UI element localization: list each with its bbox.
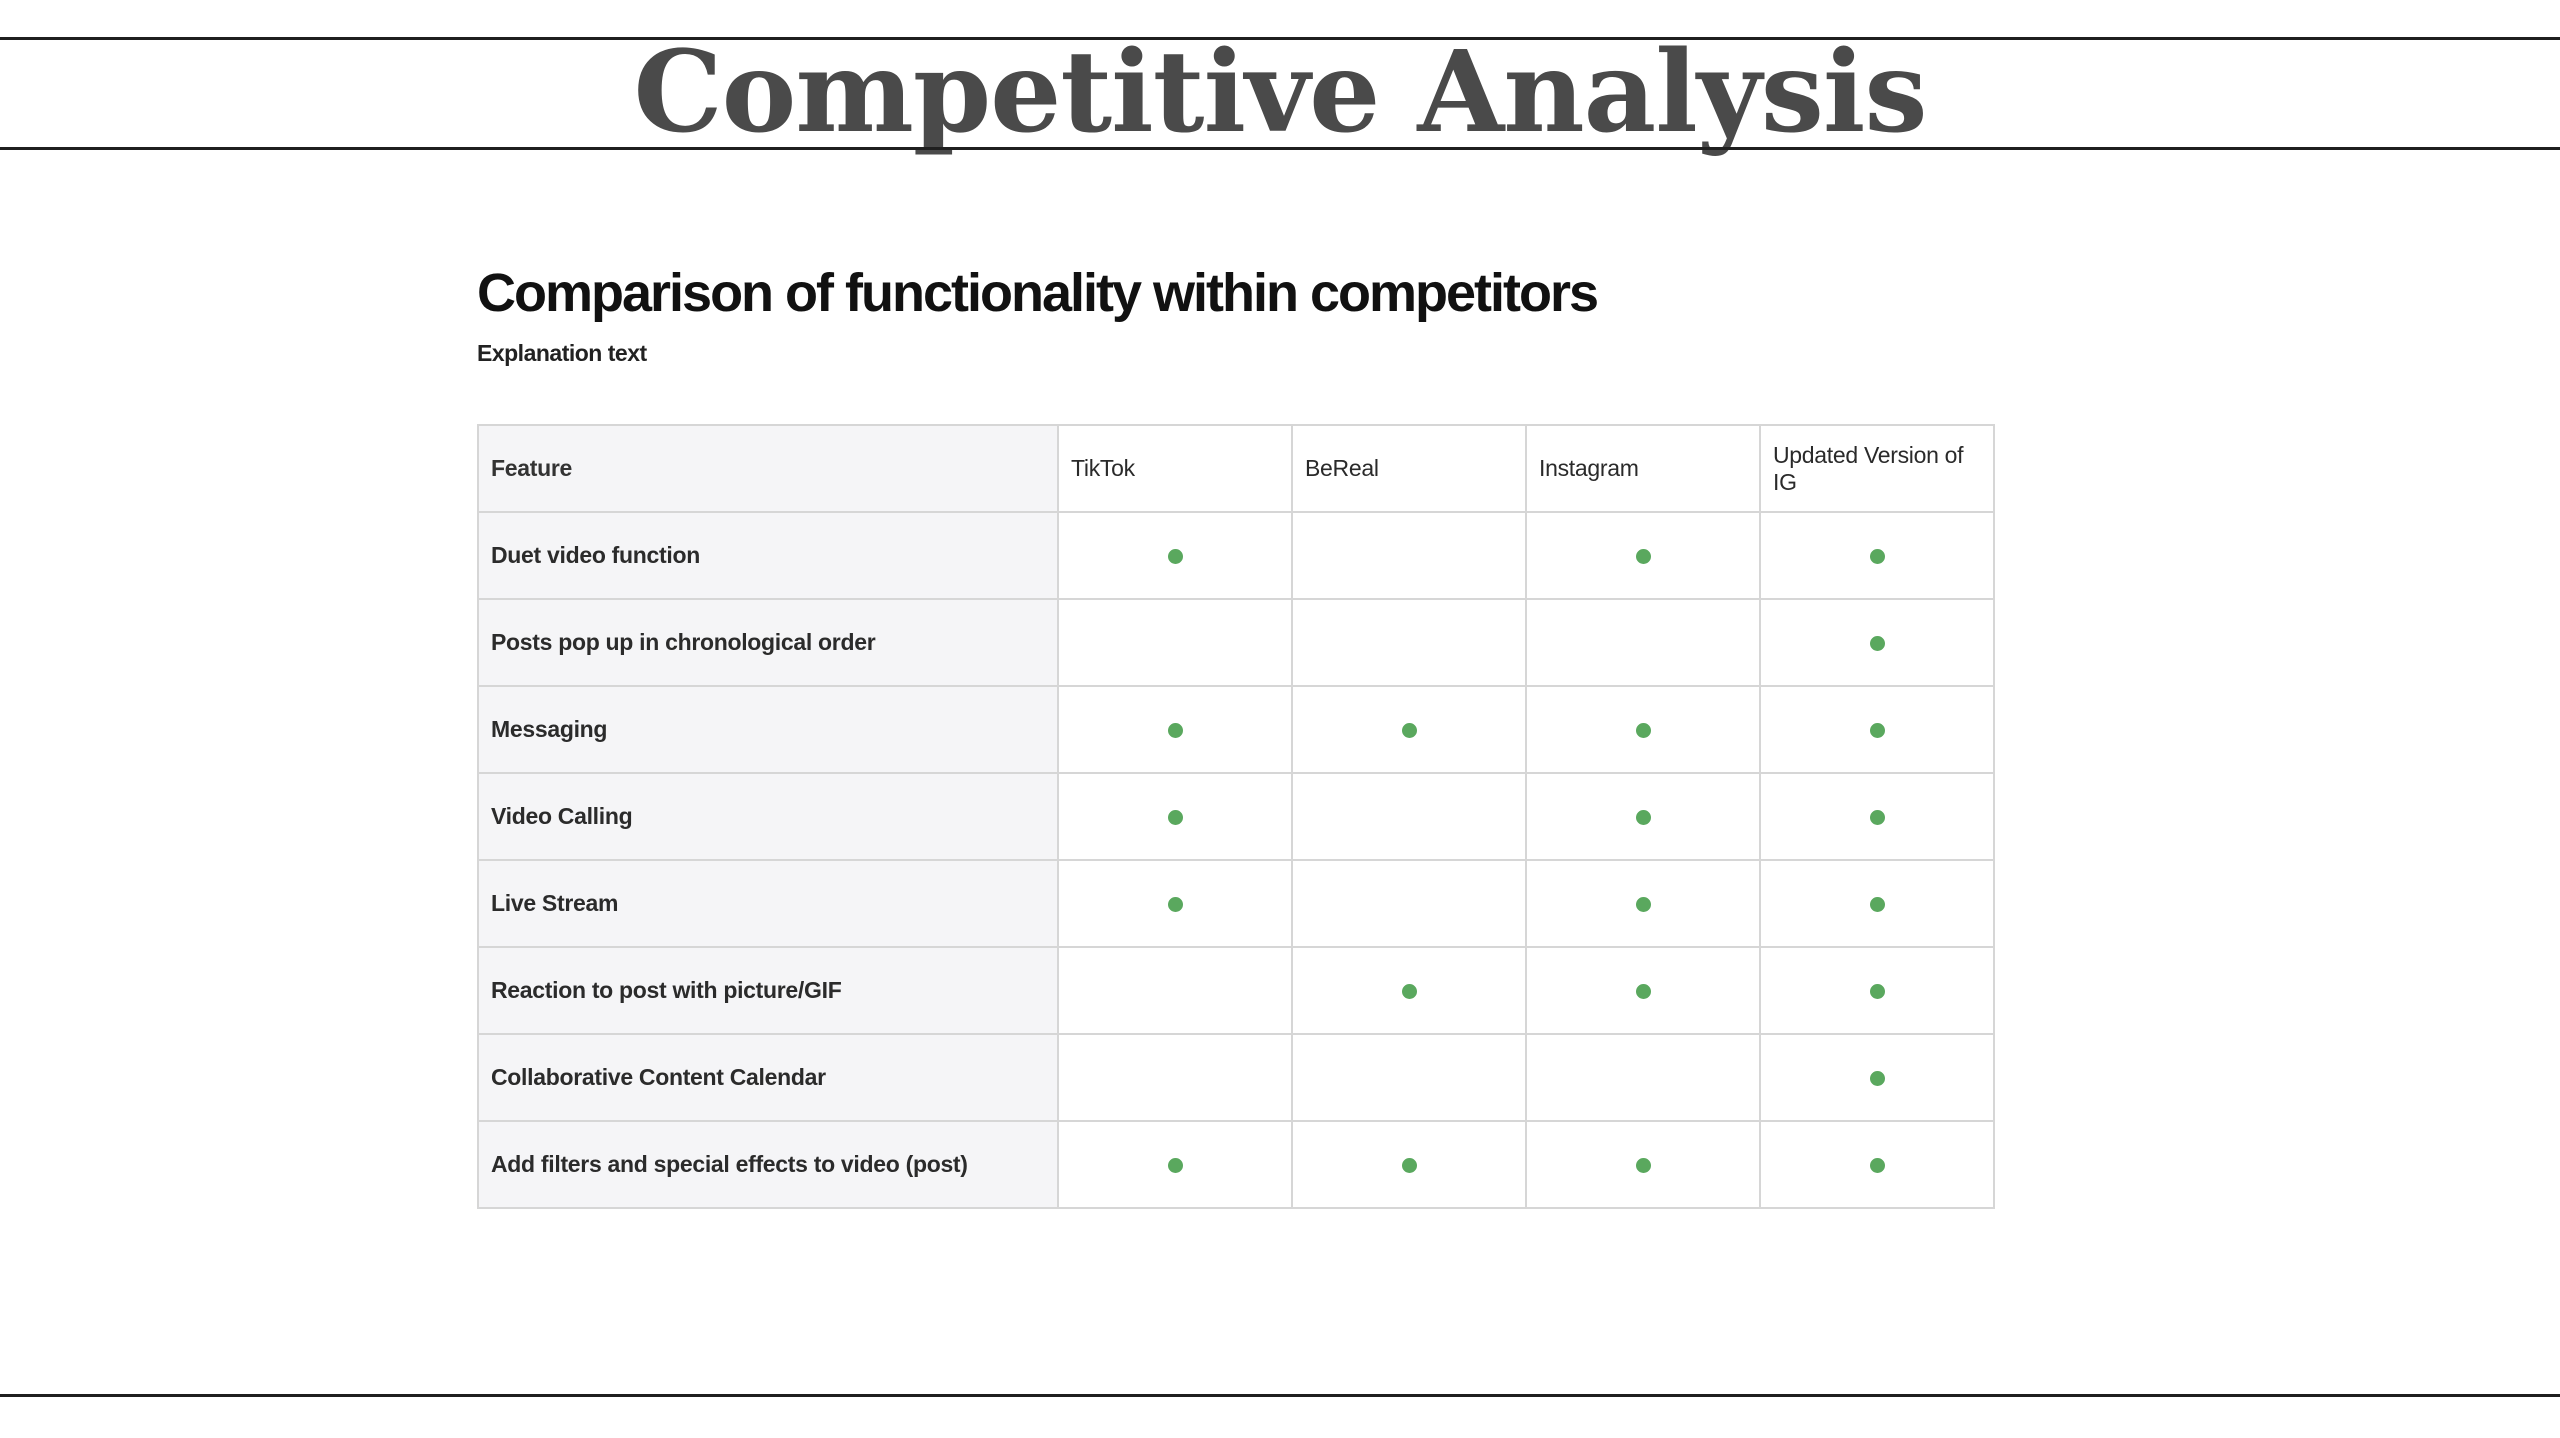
feature-cell: Posts pop up in chronological order <box>477 598 1059 687</box>
support-cell <box>1525 511 1761 600</box>
feature-cell: Messaging <box>477 685 1059 774</box>
check-dot-icon <box>1869 1158 1885 1174</box>
table-row: Add filters and special effects to video… <box>477 1120 1995 1209</box>
table-row: Posts pop up in chronological order <box>477 598 1995 687</box>
slide-title: Competitive Analysis <box>633 27 1928 158</box>
panel-heading: Comparison of functionality within compe… <box>477 263 1599 323</box>
support-cell <box>1525 946 1761 1035</box>
support-cell <box>1525 1120 1761 1209</box>
check-dot-icon <box>1869 810 1885 826</box>
check-dot-icon <box>1635 897 1651 913</box>
support-cell <box>1759 1033 1995 1122</box>
support-cell <box>1291 685 1527 774</box>
table-row: Messaging <box>477 685 1995 774</box>
feature-cell: Reaction to post with picture/GIF <box>477 946 1059 1035</box>
table-body: Duet video function Posts pop up in chron… <box>477 511 1995 1209</box>
feature-cell: Video Calling <box>477 772 1059 861</box>
check-dot-icon <box>1401 1158 1417 1174</box>
support-cell <box>1291 772 1527 861</box>
support-cell <box>1057 511 1293 600</box>
table-row: Duet video function <box>477 511 1995 600</box>
support-cell <box>1759 1120 1995 1209</box>
support-cell <box>1759 685 1995 774</box>
support-cell <box>1291 946 1527 1035</box>
support-cell <box>1057 685 1293 774</box>
support-cell <box>1291 511 1527 600</box>
check-dot-icon <box>1167 723 1183 739</box>
support-cell <box>1057 1033 1293 1122</box>
support-cell <box>1759 772 1995 861</box>
feature-cell: Live Stream <box>477 859 1059 948</box>
column-header-tiktok: TikTok <box>1057 424 1293 513</box>
check-dot-icon <box>1635 984 1651 1000</box>
table-row: Reaction to post with picture/GIF <box>477 946 1995 1035</box>
table-header-row: Feature TikTok BeReal Instagram Updated … <box>477 424 1995 513</box>
check-dot-icon <box>1635 1158 1651 1174</box>
support-cell <box>1057 772 1293 861</box>
check-dot-icon <box>1635 723 1651 739</box>
check-dot-icon <box>1869 984 1885 1000</box>
column-header-feature: Feature <box>477 424 1059 513</box>
check-dot-icon <box>1869 723 1885 739</box>
support-cell <box>1057 1120 1293 1209</box>
check-dot-icon <box>1167 1158 1183 1174</box>
title-underline-rule <box>0 147 2560 150</box>
check-dot-icon <box>1167 549 1183 565</box>
check-dot-icon <box>1401 723 1417 739</box>
support-cell <box>1759 598 1995 687</box>
support-cell <box>1057 598 1293 687</box>
table-row: Video Calling <box>477 772 1995 861</box>
check-dot-icon <box>1401 984 1417 1000</box>
panel-subtext: Explanation text <box>477 340 647 366</box>
support-cell <box>1525 772 1761 861</box>
support-cell <box>1057 946 1293 1035</box>
feature-cell: Add filters and special effects to video… <box>477 1120 1059 1209</box>
top-rule <box>0 37 2560 40</box>
comparison-table: Feature TikTok BeReal Instagram Updated … <box>477 424 1995 1209</box>
support-cell <box>1525 685 1761 774</box>
support-cell <box>1525 1033 1761 1122</box>
support-cell <box>1291 598 1527 687</box>
check-dot-icon <box>1869 897 1885 913</box>
table-row: Collaborative Content Calendar <box>477 1033 1995 1122</box>
check-dot-icon <box>1869 549 1885 565</box>
column-header-updated-ig: Updated Version of IG <box>1759 424 1995 513</box>
check-dot-icon <box>1167 897 1183 913</box>
comparison-panel: Comparison of functionality within compe… <box>477 250 1995 1209</box>
support-cell <box>1759 511 1995 600</box>
support-cell <box>1057 859 1293 948</box>
check-dot-icon <box>1635 810 1651 826</box>
support-cell <box>1291 859 1527 948</box>
check-dot-icon <box>1869 1071 1885 1087</box>
column-header-instagram: Instagram <box>1525 424 1761 513</box>
support-cell <box>1525 598 1761 687</box>
bottom-rule <box>0 1394 2560 1397</box>
check-dot-icon <box>1635 549 1651 565</box>
check-dot-icon <box>1167 810 1183 826</box>
feature-cell: Collaborative Content Calendar <box>477 1033 1059 1122</box>
support-cell <box>1759 946 1995 1035</box>
table-row: Live Stream <box>477 859 1995 948</box>
feature-cell: Duet video function <box>477 511 1059 600</box>
support-cell <box>1291 1033 1527 1122</box>
support-cell <box>1759 859 1995 948</box>
support-cell <box>1291 1120 1527 1209</box>
support-cell <box>1525 859 1761 948</box>
check-dot-icon <box>1869 636 1885 652</box>
column-header-bereal: BeReal <box>1291 424 1527 513</box>
